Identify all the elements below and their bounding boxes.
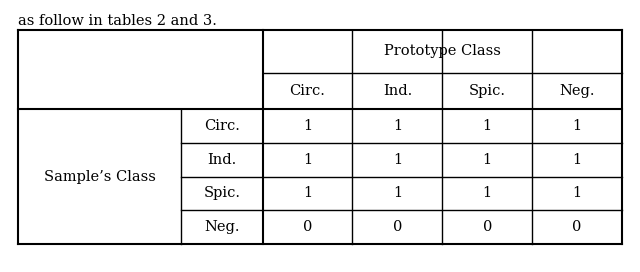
Text: 1: 1 [483, 119, 492, 133]
Text: Prototype Class: Prototype Class [384, 44, 500, 58]
Text: Neg.: Neg. [204, 220, 239, 234]
Text: 1: 1 [303, 153, 312, 167]
Text: 1: 1 [303, 119, 312, 133]
Text: Ind.: Ind. [383, 84, 412, 98]
Text: Ind.: Ind. [207, 153, 236, 167]
Text: 1: 1 [573, 153, 582, 167]
Text: 1: 1 [483, 186, 492, 200]
Text: 1: 1 [393, 119, 402, 133]
Text: 1: 1 [573, 119, 582, 133]
Text: 1: 1 [393, 186, 402, 200]
Text: 0: 0 [393, 220, 402, 234]
Text: Circ.: Circ. [290, 84, 326, 98]
Text: 1: 1 [303, 186, 312, 200]
Text: Circ.: Circ. [204, 119, 240, 133]
Text: Spic.: Spic. [204, 186, 241, 200]
Text: 1: 1 [573, 186, 582, 200]
Text: Neg.: Neg. [559, 84, 595, 98]
Text: Spic.: Spic. [468, 84, 506, 98]
Text: 0: 0 [303, 220, 312, 234]
Text: 0: 0 [572, 220, 582, 234]
Text: as follow in tables 2 and 3.: as follow in tables 2 and 3. [18, 14, 217, 28]
Text: Sample’s Class: Sample’s Class [44, 169, 156, 184]
Text: 1: 1 [483, 153, 492, 167]
Text: 0: 0 [483, 220, 492, 234]
Text: 1: 1 [393, 153, 402, 167]
